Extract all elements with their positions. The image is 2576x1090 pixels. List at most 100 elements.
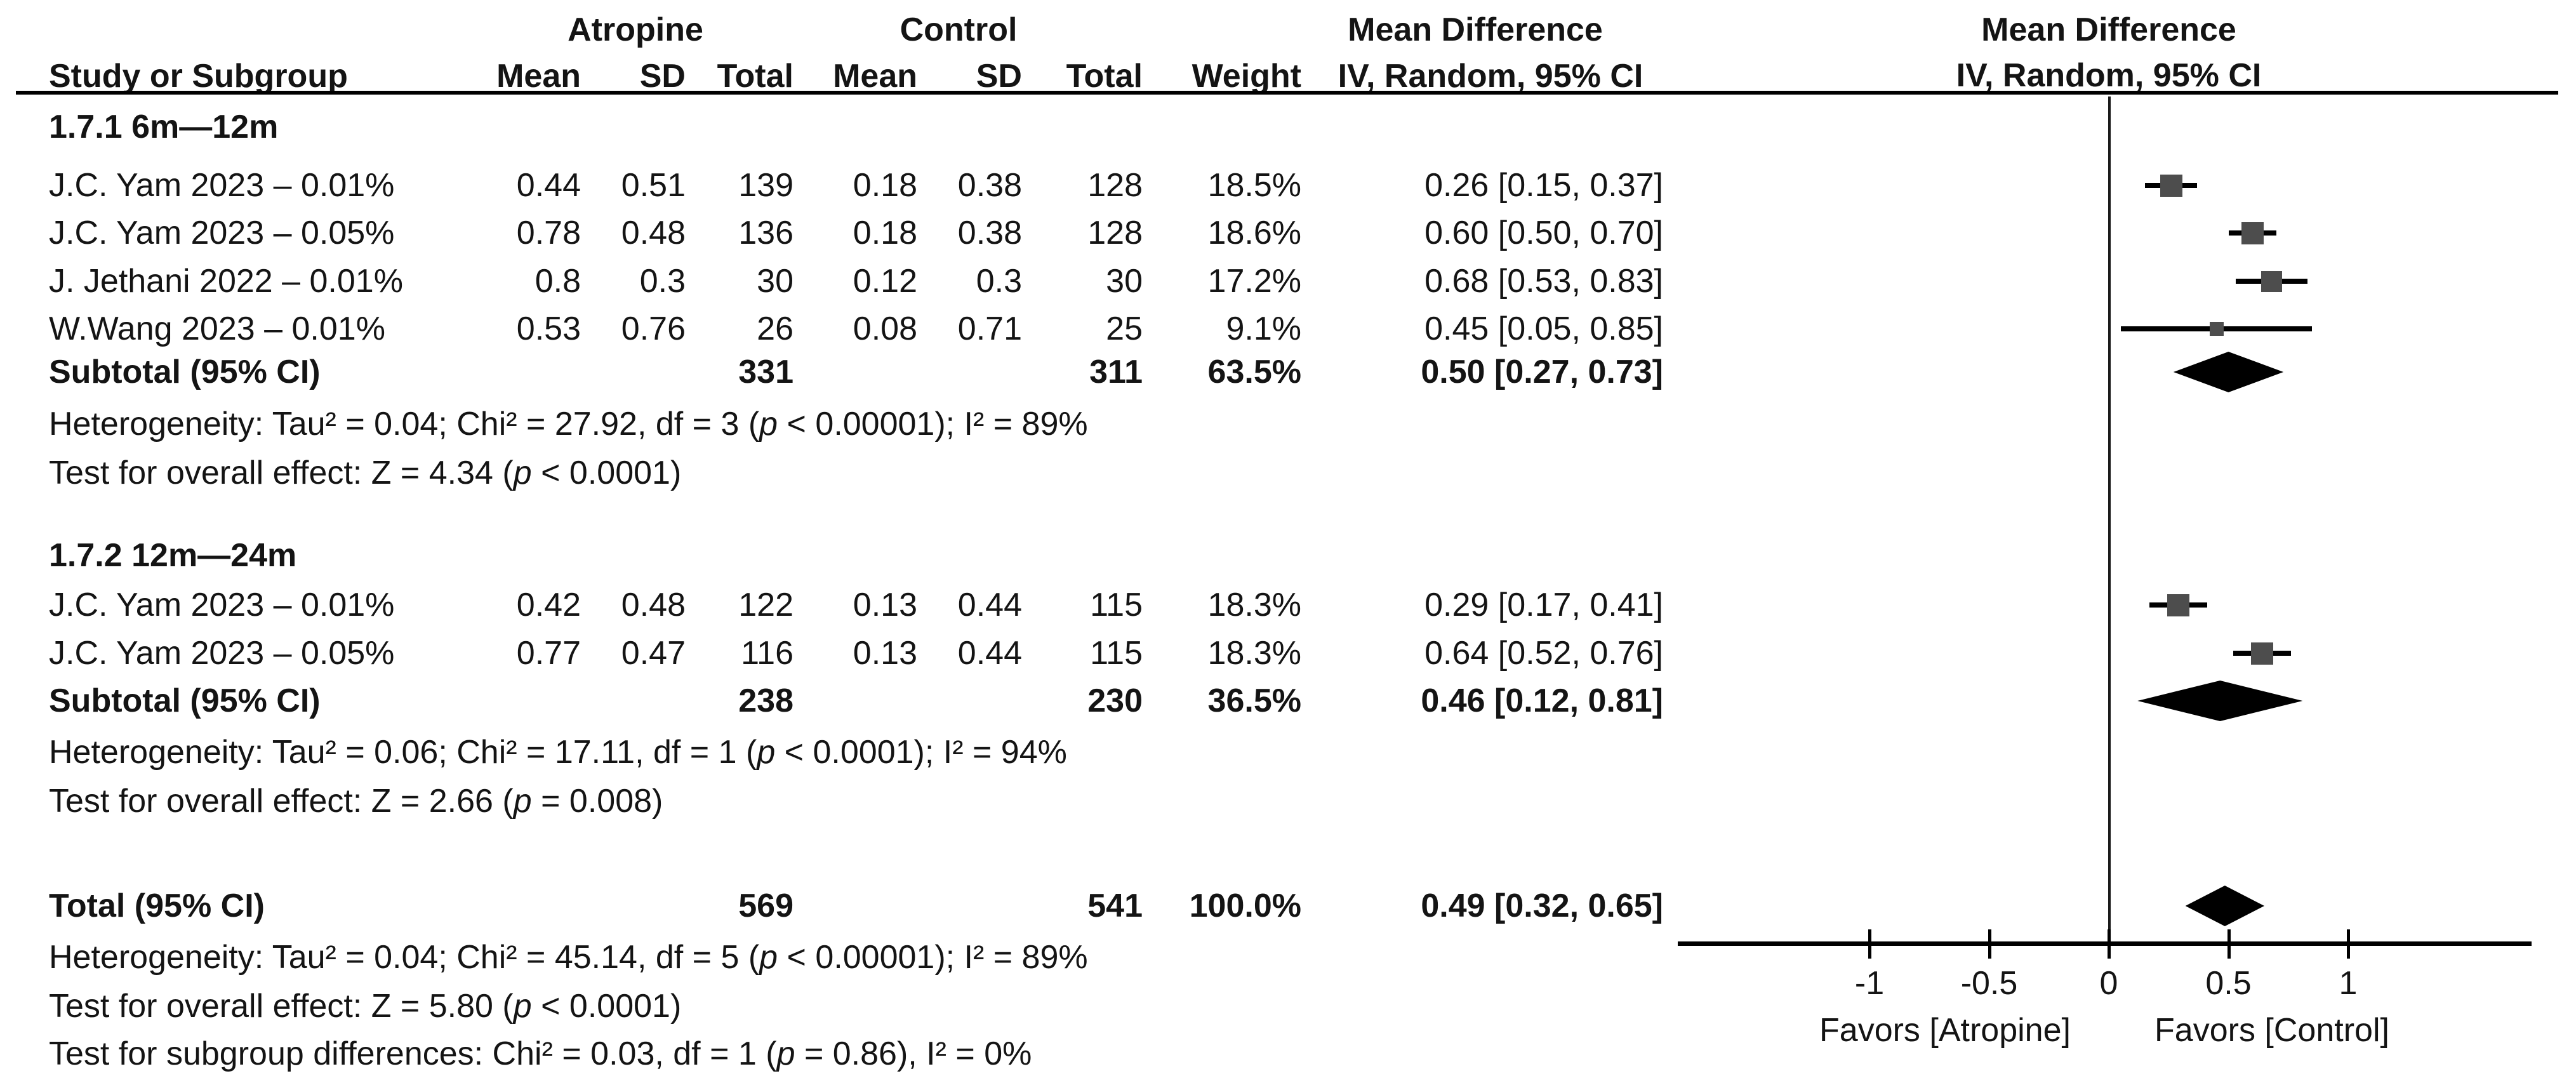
axis-tick [2347, 929, 2350, 959]
axis-tick-label: -0.5 [1960, 965, 2018, 1002]
point-estimate-square [2160, 174, 2182, 197]
axis-tick-label: 0 [2099, 965, 2118, 1002]
axis-tick [1868, 929, 1871, 959]
sd-control: 0.71 [957, 310, 1022, 347]
sd-control: 0.3 [976, 263, 1022, 300]
mean-control: 0.08 [853, 310, 917, 347]
mean-control: 0.13 [853, 587, 917, 623]
weight-value: 9.1% [1226, 310, 1301, 347]
study-label: W.Wang 2023 – 0.01% [49, 310, 385, 347]
overall-effect-text: Test for overall effect: Z = 2.66 (p = 0… [49, 783, 663, 820]
favors-left-label: Favors [Atropine] [1819, 1012, 2071, 1049]
point-estimate-square [2261, 270, 2282, 292]
col-total-control: Total [1066, 58, 1143, 95]
study-label: J.C. Yam 2023 – 0.01% [49, 167, 395, 204]
sd-atropine: 0.76 [621, 310, 686, 347]
subgroup-label: 1.7.2 12m—24m [49, 537, 297, 574]
pooled-effect-diamond [2185, 886, 2265, 926]
axis-tick-label: 1 [2339, 965, 2358, 1002]
sd-control: 0.44 [957, 587, 1022, 623]
col-mean-atropine: Mean [496, 58, 581, 95]
control-group-header: Control [900, 11, 1018, 48]
col-total-atropine: Total [717, 58, 793, 95]
overall-effect-row: Test for overall effect: Z = 5.80 (p < 0… [0, 982, 1689, 1030]
mean-atropine: 0.42 [516, 587, 581, 623]
total-control: 115 [1090, 635, 1143, 672]
mean-atropine: 0.44 [516, 167, 581, 204]
mean-difference-plot-header: Mean Difference [1981, 11, 2236, 48]
sd-atropine: 0.47 [621, 635, 686, 672]
mean-difference-header: Mean Difference [1348, 11, 1603, 48]
total-control: 25 [1106, 310, 1143, 347]
overall-effect-text: Test for overall effect: Z = 5.80 (p < 0… [49, 988, 682, 1025]
mean-atropine: 0.53 [516, 310, 581, 347]
axis-tick [2108, 929, 2111, 959]
sd-control: 0.44 [957, 635, 1022, 672]
axis-tick [2227, 929, 2231, 959]
favors-right-label: Favors [Control] [2154, 1012, 2389, 1049]
heterogeneity-row: Heterogeneity: Tau² = 0.06; Chi² = 17.11… [0, 728, 1689, 776]
table-row: J.C. Yam 2023 – 0.01% 0.44 0.51 139 0.18… [0, 161, 1689, 209]
atropine-group-header: Atropine [568, 11, 703, 48]
subtotal-control-n: 311 [1089, 354, 1143, 390]
subgroup-header-row: 1.7.1 6m—12m [0, 103, 1689, 151]
subtotal-label: Subtotal (95% CI) [49, 354, 321, 390]
column-header-row: Study or Subgroup Mean SD Total Mean SD … [0, 52, 1689, 100]
total-atropine: 136 [738, 215, 793, 251]
mean-control: 0.13 [853, 635, 917, 672]
col-weight: Weight [1192, 58, 1301, 95]
overall-effect-row: Test for overall effect: Z = 4.34 (p < 0… [0, 449, 1689, 497]
sd-atropine: 0.48 [621, 587, 686, 623]
heterogeneity-row: Heterogeneity: Tau² = 0.04; Chi² = 45.14… [0, 933, 1689, 981]
col-sd-control: SD [976, 58, 1022, 95]
weight-value: 18.6% [1207, 215, 1301, 251]
point-estimate-square [2241, 222, 2264, 244]
subtotal-label: Subtotal (95% CI) [49, 682, 321, 719]
axis-tick [1988, 929, 1991, 959]
subgroup-differences-text: Test for subgroup differences: Chi² = 0.… [49, 1035, 1032, 1072]
mean-control: 0.18 [853, 215, 917, 251]
col-study: Study or Subgroup [49, 58, 348, 95]
mean-atropine: 0.8 [534, 263, 581, 300]
sd-atropine: 0.3 [639, 263, 686, 300]
subtotal-md-ci: 0.46 [0.12, 0.81] [1421, 682, 1663, 719]
weight-value: 18.5% [1207, 167, 1301, 204]
subtotal-atropine-n: 331 [738, 354, 793, 390]
heterogeneity-text: Heterogeneity: Tau² = 0.06; Chi² = 17.11… [49, 734, 1067, 771]
total-atropine: 30 [757, 263, 793, 300]
col-ci-text: IV, Random, 95% CI [1338, 58, 1643, 95]
heterogeneity-text: Heterogeneity: Tau² = 0.04; Chi² = 45.14… [49, 939, 1088, 976]
heterogeneity-row: Heterogeneity: Tau² = 0.04; Chi² = 27.92… [0, 400, 1689, 448]
study-label: J.C. Yam 2023 – 0.01% [49, 587, 395, 623]
md-ci-value: 0.60 [0.50, 0.70] [1424, 215, 1663, 251]
axis-tick-label: -1 [1854, 965, 1885, 1002]
sd-control: 0.38 [957, 167, 1022, 204]
mean-atropine: 0.78 [516, 215, 581, 251]
total-control-n: 541 [1087, 887, 1143, 924]
mean-control: 0.18 [853, 167, 917, 204]
overall-effect-text: Test for overall effect: Z = 4.34 (p < 0… [49, 455, 682, 491]
sd-control: 0.38 [957, 215, 1022, 251]
table-row: J.C. Yam 2023 – 0.05% 0.78 0.48 136 0.18… [0, 209, 1689, 257]
total-atropine-n: 569 [738, 887, 793, 924]
subtotal-weight: 63.5% [1207, 354, 1301, 390]
sd-atropine: 0.48 [621, 215, 686, 251]
md-ci-value: 0.68 [0.53, 0.83] [1424, 263, 1663, 300]
total-atropine: 122 [738, 587, 793, 623]
subtotal-row: Subtotal (95% CI) 238 230 36.5% 0.46 [0.… [0, 677, 1689, 725]
subtotal-md-ci: 0.50 [0.27, 0.73] [1421, 354, 1663, 390]
point-estimate-square [2209, 322, 2224, 336]
total-atropine: 26 [757, 310, 793, 347]
study-label: J.C. Yam 2023 – 0.05% [49, 215, 395, 251]
point-estimate-square [2167, 594, 2189, 616]
mean-control: 0.12 [853, 263, 917, 300]
table-row: W.Wang 2023 – 0.01% 0.53 0.76 26 0.08 0.… [0, 305, 1689, 353]
subgroup-differences-row: Test for subgroup differences: Chi² = 0.… [0, 1030, 1689, 1078]
forest-plot-panel: Favors [Atropine] Favors [Control] -1 -0.… [1678, 96, 2532, 1090]
total-weight: 100.0% [1189, 887, 1301, 924]
axis-tick-label: 0.5 [2205, 965, 2252, 1002]
total-atropine: 116 [741, 635, 793, 672]
subgroup-header-row: 1.7.2 12m—24m [0, 531, 1689, 580]
subgroup-label: 1.7.1 6m—12m [49, 109, 279, 145]
total-atropine: 139 [738, 167, 793, 204]
